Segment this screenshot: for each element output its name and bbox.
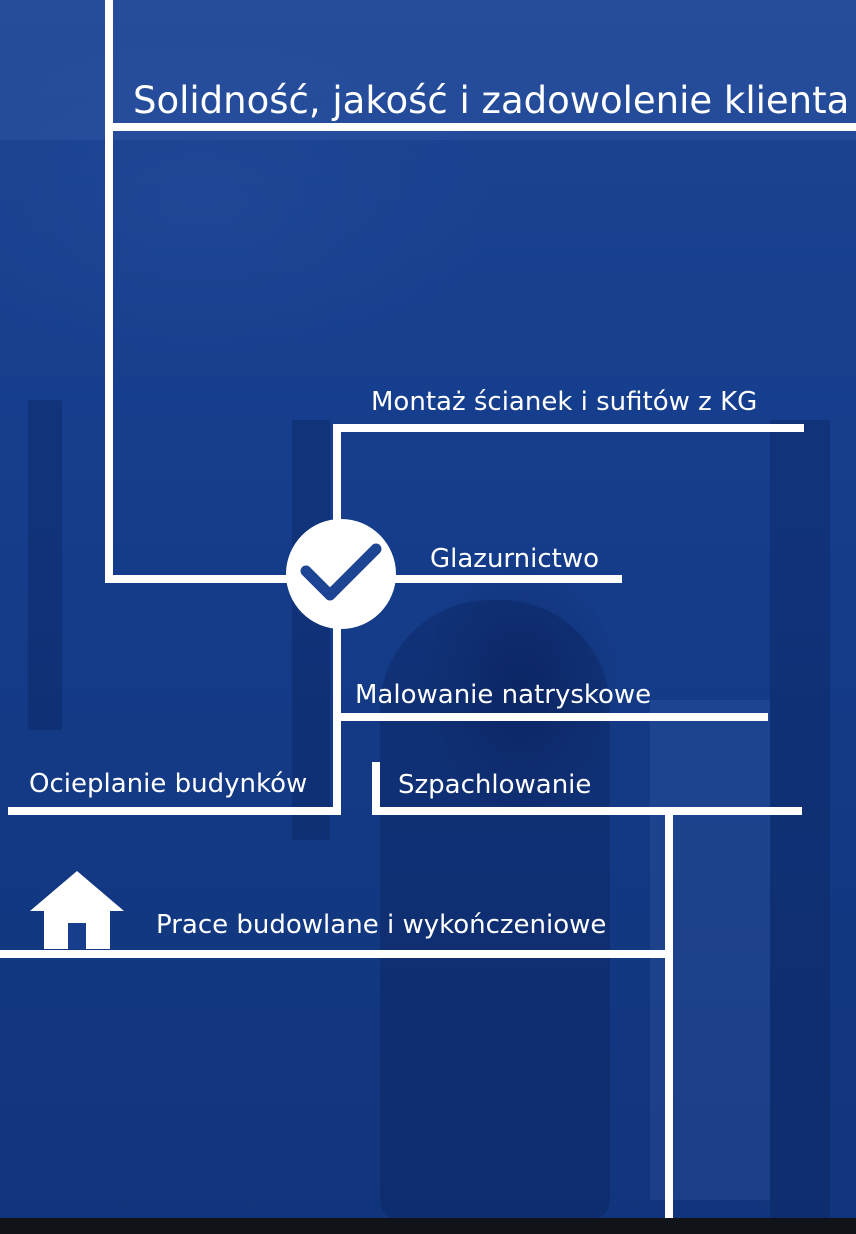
service-ocieplanie: Ocieplanie budynków <box>29 769 308 799</box>
checkmark-icon <box>300 543 382 601</box>
service-malowanie: Malowanie natryskowe <box>355 680 652 710</box>
bg-worker-silhouette <box>380 600 610 1220</box>
montaz-underline <box>333 424 804 432</box>
page-title: Solidność, jakość i zadowolenie klienta <box>133 79 850 122</box>
malowanie-underline <box>333 713 768 721</box>
right-vertical-line <box>665 815 673 1218</box>
bg-column-left <box>28 400 62 730</box>
title-vertical-line <box>105 0 113 583</box>
house-icon <box>30 871 124 949</box>
bg-column-mid <box>292 420 330 840</box>
szpachlowanie-underline <box>372 807 802 815</box>
check-circle <box>286 519 396 629</box>
bg-wall-right <box>770 420 830 1220</box>
bottom-edge <box>0 1218 856 1234</box>
upper-trunk-line <box>333 424 341 524</box>
glazurnictwo-underline <box>392 575 622 583</box>
ocieplanie-underline <box>8 807 341 815</box>
title-underline <box>105 123 856 131</box>
prace-underline <box>0 950 670 958</box>
bg-ceiling-light <box>0 0 856 140</box>
service-montaz: Montaż ścianek i sufitów z KG <box>371 387 758 417</box>
check-left-connector <box>105 575 290 583</box>
service-prace: Prace budowlane i wykończeniowe <box>156 910 607 940</box>
service-szpachlowanie: Szpachlowanie <box>398 770 592 800</box>
service-glazurnictwo: Glazurnictwo <box>430 544 600 574</box>
szpachlowanie-bracket <box>372 762 380 815</box>
